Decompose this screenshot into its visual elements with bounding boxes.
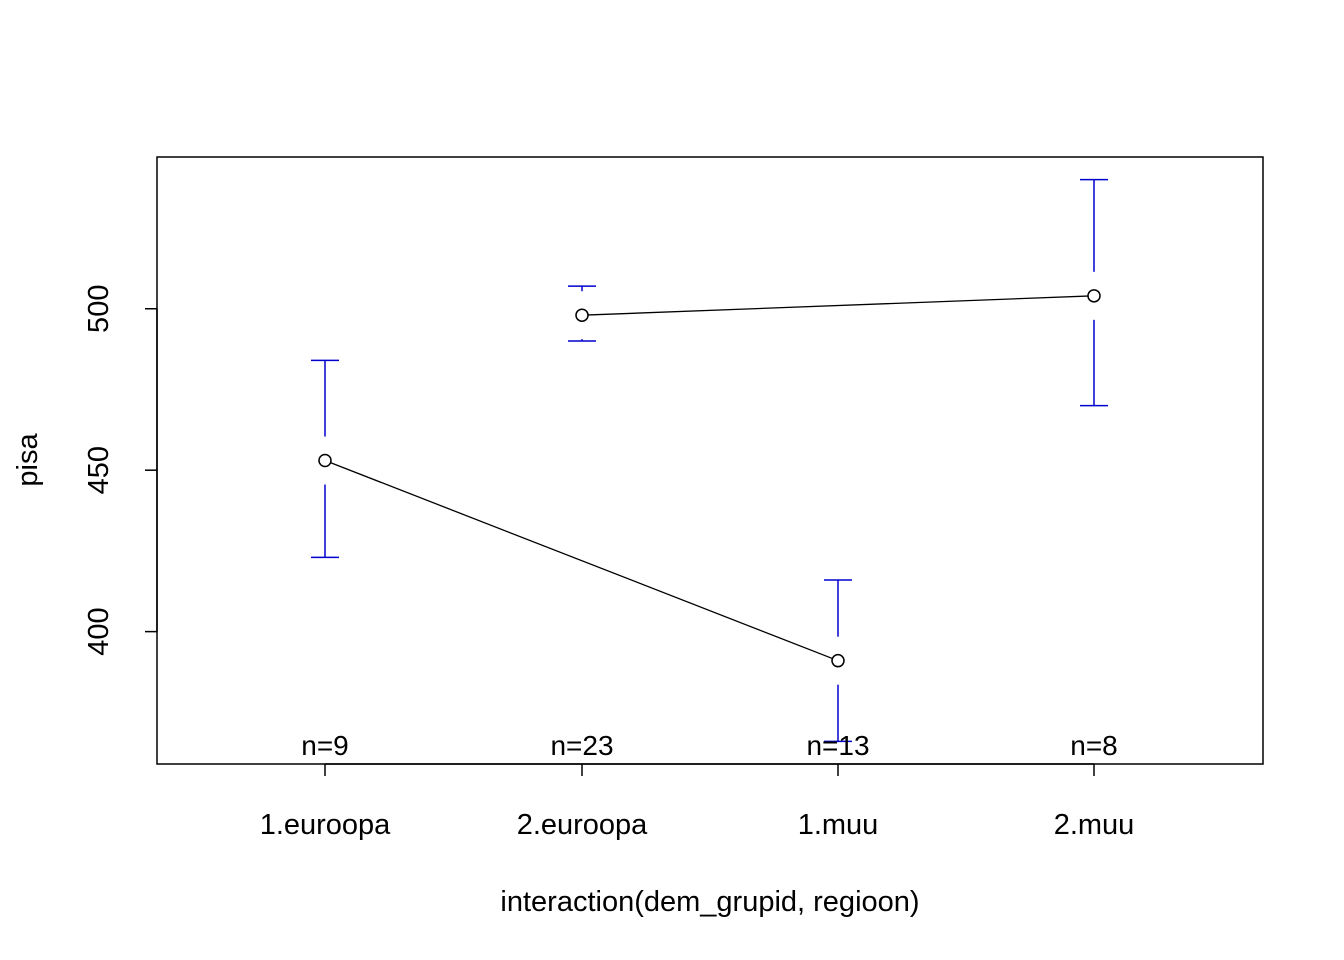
mean-point-1.euroopa: [318, 453, 332, 468]
y-tick-label-500: 500: [83, 285, 115, 333]
mean-point-2.euroopa: [575, 308, 589, 322]
sample-size-labels: n=9 n=23 n=13 n=8: [301, 730, 1118, 761]
n-label-2.euroopa: n=23: [550, 730, 613, 761]
mean-point-2.muu: [1087, 289, 1101, 303]
series-line-1: [581, 295, 1095, 316]
n-label-1.euroopa: n=9: [301, 730, 349, 761]
n-label-2.muu: n=8: [1070, 730, 1118, 761]
y-tick-label-450: 450: [83, 446, 115, 494]
y-tick-label-400: 400: [83, 607, 115, 655]
mean-points: [318, 289, 1101, 668]
x-tick-label-2.muu: 2.muu: [1054, 809, 1135, 841]
group-lines: [324, 295, 1095, 662]
x-tick-label-1.euroopa: 1.euroopa: [260, 809, 391, 841]
y-axis: 400 450 500: [83, 285, 158, 656]
n-label-1.muu: n=13: [806, 730, 869, 761]
x-axis: 1.euroopa 2.euroopa 1.muu 2.muu: [260, 763, 1135, 841]
series-line-0: [324, 459, 839, 662]
x-axis-title: interaction(dem_grupid, regioon): [500, 886, 919, 918]
y-axis-title: pisa: [12, 433, 44, 487]
x-tick-label-2.euroopa: 2.euroopa: [517, 809, 648, 841]
error-bars: [311, 178, 1108, 743]
x-tick-label-1.muu: 1.muu: [798, 809, 879, 841]
mean-point-1.muu: [831, 653, 845, 668]
